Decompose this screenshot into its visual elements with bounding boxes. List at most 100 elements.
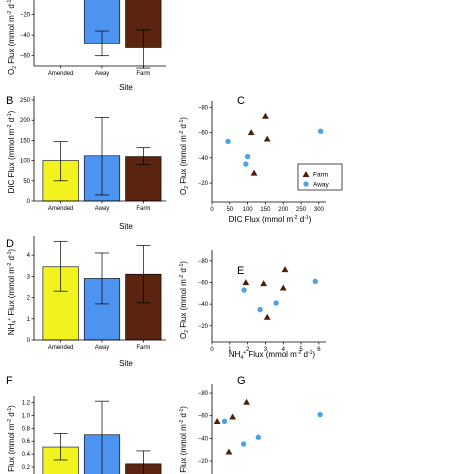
y-tick-label: 250	[20, 98, 31, 104]
point-farm	[243, 398, 250, 405]
panel-label-b: B	[6, 95, 13, 107]
point-away	[221, 418, 228, 425]
y-tick-label: −20	[198, 459, 209, 465]
panel-a-chart: −20 −40 −60 Amended Away Farm	[20, 0, 166, 77]
y-tick-label: 100	[20, 159, 31, 165]
y-tick-label: −60	[198, 131, 209, 137]
x-tick-label: 6	[317, 347, 321, 353]
panel-b-xlabel: Site	[119, 222, 133, 231]
y-tick-label: 1.2	[22, 400, 31, 406]
panel-label-f: F	[6, 375, 13, 387]
y-tick-label: −20	[20, 13, 31, 19]
panel-e-xlabel: NH4+ Flux (mmol m-2 d-1)	[229, 350, 316, 361]
point-away	[257, 306, 263, 313]
y-tick-label: 1.0	[22, 413, 31, 419]
panel-g-ylabel: O2 Flux (mmol m-2 d-1)	[179, 406, 190, 474]
x-tick-label: 5	[299, 347, 303, 353]
point-farm	[242, 279, 250, 286]
panel-c-chart: −80 −60 −40 −20 0 50 100 150 200 250 300	[198, 101, 326, 213]
panel-b-ylabel: DIC Flux (mmol m-2 d-1)	[7, 110, 16, 193]
category-label-away: Away	[95, 206, 110, 212]
y-tick-label: 0.2	[22, 465, 31, 471]
y-tick-label: 0.4	[22, 452, 31, 458]
x-tick-label: 2	[246, 347, 250, 353]
panel-a-ylabel: O2 Flux (mmol m-2 d-1)	[7, 0, 18, 75]
y-tick-label: 50	[23, 179, 30, 185]
panel-e-ylabel: O2 Flux (mmol m-2 d-1)	[179, 261, 190, 339]
point-farm	[263, 135, 271, 142]
panel-label-g: G	[237, 375, 246, 387]
panel-c-legend: Farm Away	[297, 163, 343, 191]
panel-a-xlabel: Site	[119, 83, 133, 92]
point-farm	[263, 313, 271, 320]
x-tick-label: 50	[226, 207, 233, 213]
category-label-farm: Farm	[136, 71, 150, 77]
panel-d-chart: 0 1 2 3 4 Amended Away Farm	[27, 236, 166, 351]
y-tick-label: −60	[198, 280, 209, 286]
panel-label-c: C	[237, 95, 245, 107]
point-farm	[225, 448, 233, 455]
y-tick-label: −20	[198, 324, 209, 330]
point-away	[273, 300, 279, 306]
category-label-away: Away	[95, 345, 110, 351]
y-tick-label: −60	[198, 414, 209, 420]
category-label-amended: Amended	[48, 71, 74, 77]
panel-e-chart: −80 −60 −40 −20 0 1 2 3 4 5 6	[198, 250, 326, 353]
x-tick-label: 4	[282, 347, 286, 353]
y-tick-label: −20	[198, 181, 209, 187]
y-tick-label: −80	[198, 391, 209, 397]
category-label-farm: Farm	[136, 345, 150, 351]
point-away	[241, 287, 247, 293]
y-tick-label: −40	[20, 33, 31, 39]
point-away	[317, 411, 323, 418]
y-tick-label: 0.6	[22, 439, 31, 445]
x-tick-label: 0	[210, 347, 214, 353]
x-tick-label: 300	[314, 207, 325, 213]
panel-b-chart: 0 50 100 150 200 250 Amended Away Farm	[20, 96, 166, 212]
legend-farm-marker	[302, 171, 310, 177]
y-tick-label: 0	[27, 338, 31, 344]
point-away	[317, 128, 324, 134]
y-tick-label: 150	[20, 138, 31, 144]
y-tick-label: −40	[198, 302, 209, 308]
point-farm	[262, 112, 269, 119]
point-farm	[279, 284, 287, 291]
point-away	[225, 138, 231, 145]
y-tick-label: 2	[27, 296, 31, 302]
category-label-away: Away	[95, 71, 110, 77]
legend-farm-label: Farm	[313, 172, 328, 179]
panel-c-xlabel: DIC Flux (mmol m-2 d-1)	[229, 215, 312, 224]
point-farm	[213, 417, 221, 424]
y-tick-label: −80	[198, 259, 209, 265]
panel-c-ylabel: O2 Flux (mmol m-2 d-1)	[179, 117, 190, 195]
panel-label-d: D	[6, 238, 14, 250]
panel-f-chart: 0.2 0.4 0.6 0.8 1.0 1.2	[22, 396, 162, 474]
legend-away-label: Away	[313, 182, 330, 189]
point-farm	[260, 280, 268, 287]
x-tick-label: 150	[260, 207, 271, 213]
point-farm	[247, 129, 255, 136]
y-tick-label: −80	[198, 105, 209, 111]
point-away	[243, 161, 249, 167]
point-farm	[250, 169, 258, 176]
point-away	[312, 278, 319, 285]
x-tick-label: 3	[264, 347, 268, 353]
point-farm	[229, 413, 236, 420]
x-tick-label: 100	[243, 207, 254, 213]
category-label-amended: Amended	[48, 206, 74, 212]
panel-g-chart: −80 −60 −40 −20	[198, 384, 323, 474]
y-tick-label: 3	[27, 274, 31, 280]
y-tick-label: 4	[27, 253, 31, 259]
point-away	[240, 441, 247, 447]
point-farm	[281, 266, 289, 273]
panel-d-ylabel: NH4+ Flux (mmol m-2 d-1)	[7, 249, 18, 336]
y-tick-label: 200	[20, 118, 31, 124]
point-away	[244, 153, 251, 160]
x-tick-label: 200	[278, 207, 289, 213]
legend-away-marker	[303, 181, 309, 187]
y-tick-label: −40	[198, 436, 209, 442]
panel-label-e: E	[237, 265, 244, 277]
panel-f-ylabel: O3- Flux (mmol m-2 d-1)	[7, 405, 16, 474]
y-tick-label: 0	[27, 199, 31, 205]
